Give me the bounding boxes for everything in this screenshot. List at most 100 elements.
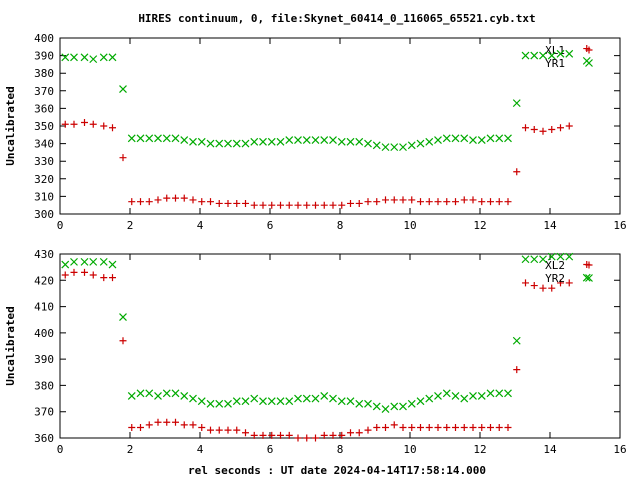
data-point (460, 423, 468, 431)
data-point (390, 402, 399, 411)
y-tick-label: 340 (34, 138, 54, 151)
data-point (100, 122, 108, 130)
y-tick-label: 330 (34, 155, 54, 168)
data-point (338, 431, 346, 439)
data-point (127, 392, 136, 400)
plot-frame (59, 37, 621, 215)
data-point (99, 257, 108, 266)
data-point (504, 134, 512, 143)
y-axis-label: Uncalibrated (4, 306, 17, 385)
series-xl2 (61, 261, 591, 442)
data-point (259, 201, 267, 209)
data-point (425, 423, 433, 431)
data-point (434, 136, 442, 145)
data-point (154, 134, 162, 143)
data-point (277, 201, 284, 209)
data-point (416, 139, 425, 148)
data-point (61, 53, 70, 62)
data-point (382, 423, 389, 431)
data-point (109, 274, 116, 282)
data-point (539, 284, 547, 292)
data-point (469, 196, 477, 204)
data-point (70, 268, 78, 276)
data-point (154, 418, 162, 426)
data-point (425, 137, 434, 146)
data-point (346, 397, 355, 406)
data-point (302, 394, 311, 403)
legend-marker (585, 46, 593, 54)
legend-label: YR1 (545, 57, 565, 70)
data-point (452, 423, 459, 431)
data-point (89, 257, 98, 266)
data-point (487, 423, 494, 431)
data-point (329, 136, 337, 145)
data-point (469, 423, 477, 431)
data-point (215, 199, 223, 207)
data-point (285, 201, 293, 209)
data-point (408, 196, 416, 204)
data-point (233, 199, 241, 207)
data-point (180, 392, 189, 400)
y-tick-label: 400 (34, 327, 54, 340)
data-point (565, 252, 574, 261)
data-point (145, 389, 154, 398)
data-point (180, 421, 188, 429)
data-point (373, 423, 381, 431)
data-point (513, 168, 521, 176)
x-tick-label: 12 (473, 219, 486, 232)
data-point (364, 198, 372, 206)
data-point (469, 136, 477, 145)
data-point (548, 126, 556, 134)
data-point (250, 394, 259, 403)
data-point (198, 198, 206, 206)
data-point (119, 313, 127, 322)
data-point (267, 137, 276, 146)
data-point (109, 124, 116, 132)
data-point (425, 394, 434, 403)
data-point (224, 426, 232, 434)
data-point (232, 397, 241, 406)
data-point (250, 431, 258, 439)
data-point (460, 196, 468, 204)
data-point (259, 397, 267, 406)
data-point (320, 201, 328, 209)
data-point (451, 134, 460, 143)
legend-label: XL2 (545, 259, 565, 272)
data-point (81, 268, 88, 276)
data-point (137, 423, 144, 431)
data-point (329, 431, 337, 439)
data-point (556, 49, 565, 58)
chart-title: HIRES continuum, 0, file:Skynet_60414_0_… (138, 12, 535, 25)
data-point (285, 397, 294, 406)
data-point (241, 139, 250, 148)
data-point (346, 137, 355, 146)
data-point (557, 279, 564, 287)
data-point (108, 53, 117, 62)
data-point (61, 271, 69, 279)
data-point (242, 199, 249, 207)
data-point (312, 434, 319, 442)
data-point (268, 201, 276, 209)
data-point (250, 137, 259, 146)
data-point (89, 271, 97, 279)
panel-bottom: 360 370 380 390 400 410 420 430 0 2 4 6 8 10 12 14 16 Unc… (4, 248, 627, 456)
data-point (399, 196, 407, 204)
data-point (565, 49, 574, 58)
y-tick-label: 380 (34, 67, 54, 80)
data-point (522, 279, 529, 287)
data-point (477, 136, 486, 145)
data-point (347, 429, 354, 437)
data-point (364, 399, 372, 408)
x-tick-label: 6 (267, 219, 274, 232)
data-point (162, 389, 171, 398)
data-point (407, 399, 416, 408)
data-point (407, 141, 416, 150)
data-point (259, 431, 267, 439)
data-point (89, 55, 98, 64)
data-point (443, 198, 451, 206)
x-tick-label: 12 (473, 443, 486, 456)
data-point (198, 423, 206, 431)
legend-marker (585, 274, 593, 282)
x-tick-label: 8 (337, 219, 344, 232)
